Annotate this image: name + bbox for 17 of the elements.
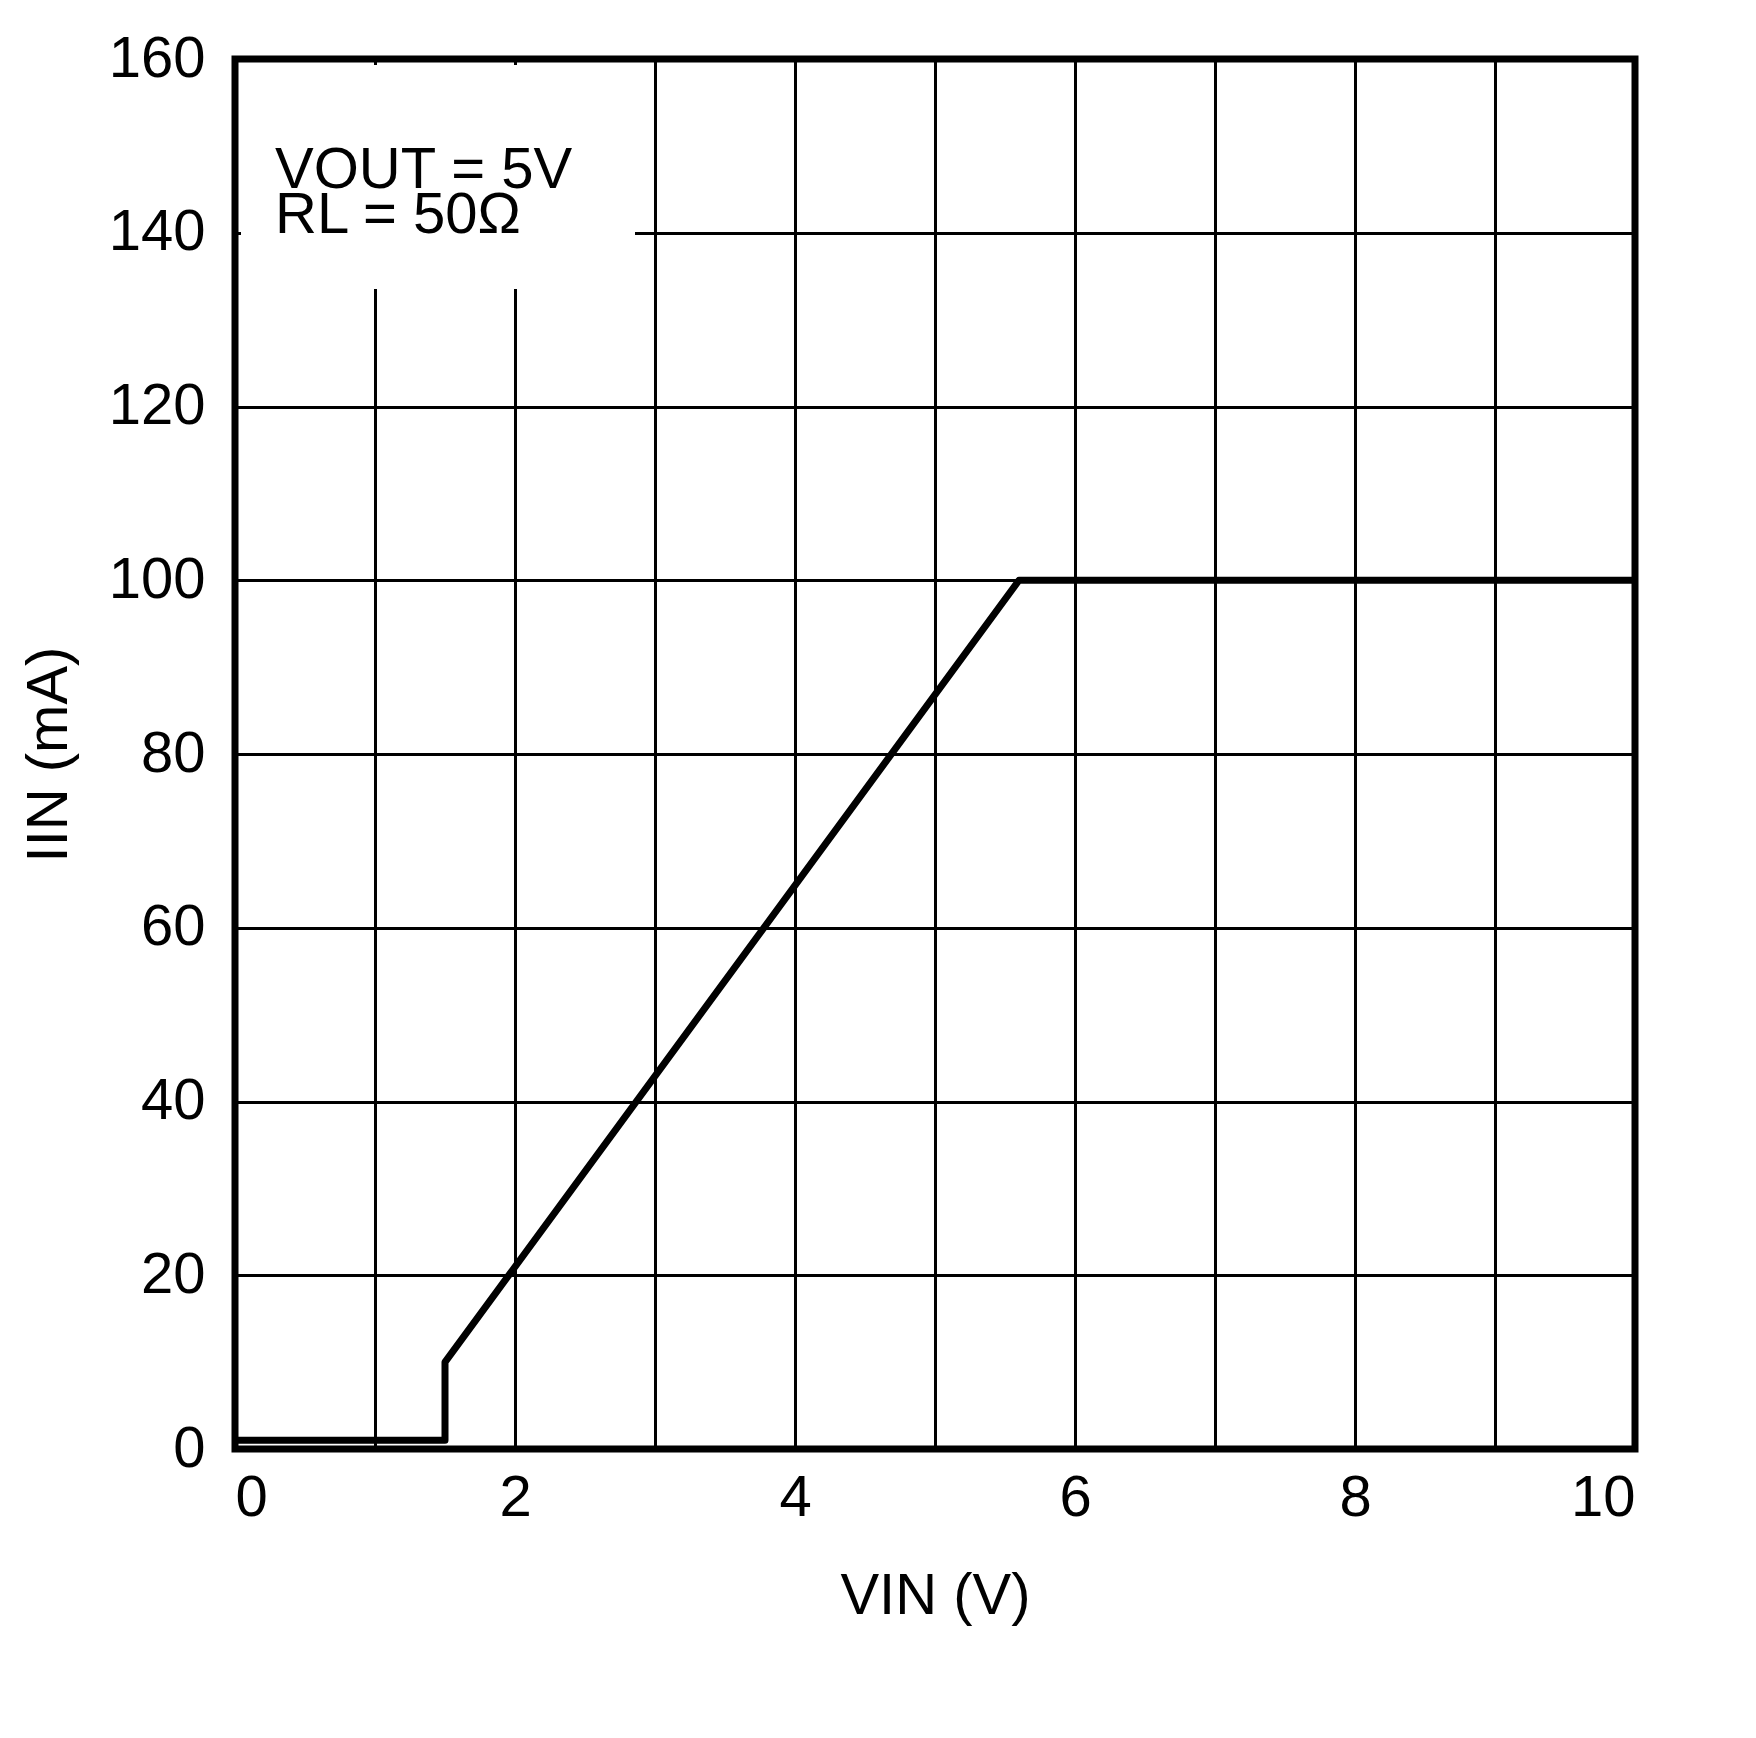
x-tick-label: 10 xyxy=(1570,1462,1636,1528)
y-axis-title: IIN (mA) xyxy=(13,646,79,863)
x-tick-label: 0 xyxy=(235,1462,268,1528)
y-tick-label: 0 xyxy=(173,1413,206,1479)
y-tick-label: 80 xyxy=(140,718,206,784)
x-tick-label: 6 xyxy=(1059,1462,1092,1528)
x-axis-title: VIN (V) xyxy=(840,1560,1031,1626)
y-tick-label: 20 xyxy=(140,1239,206,1305)
y-tick-label: 40 xyxy=(140,1066,206,1131)
y-tick-label: 140 xyxy=(108,197,206,263)
y-tick-label: 160 xyxy=(108,23,206,89)
y-tick-label: 100 xyxy=(108,544,206,610)
x-tick-label: 4 xyxy=(779,1462,812,1528)
x-tick-label: 2 xyxy=(499,1462,532,1528)
x-tick-label: 8 xyxy=(1339,1462,1372,1528)
y-tick-label: 60 xyxy=(140,892,206,958)
y-tick-label: 120 xyxy=(108,371,206,436)
